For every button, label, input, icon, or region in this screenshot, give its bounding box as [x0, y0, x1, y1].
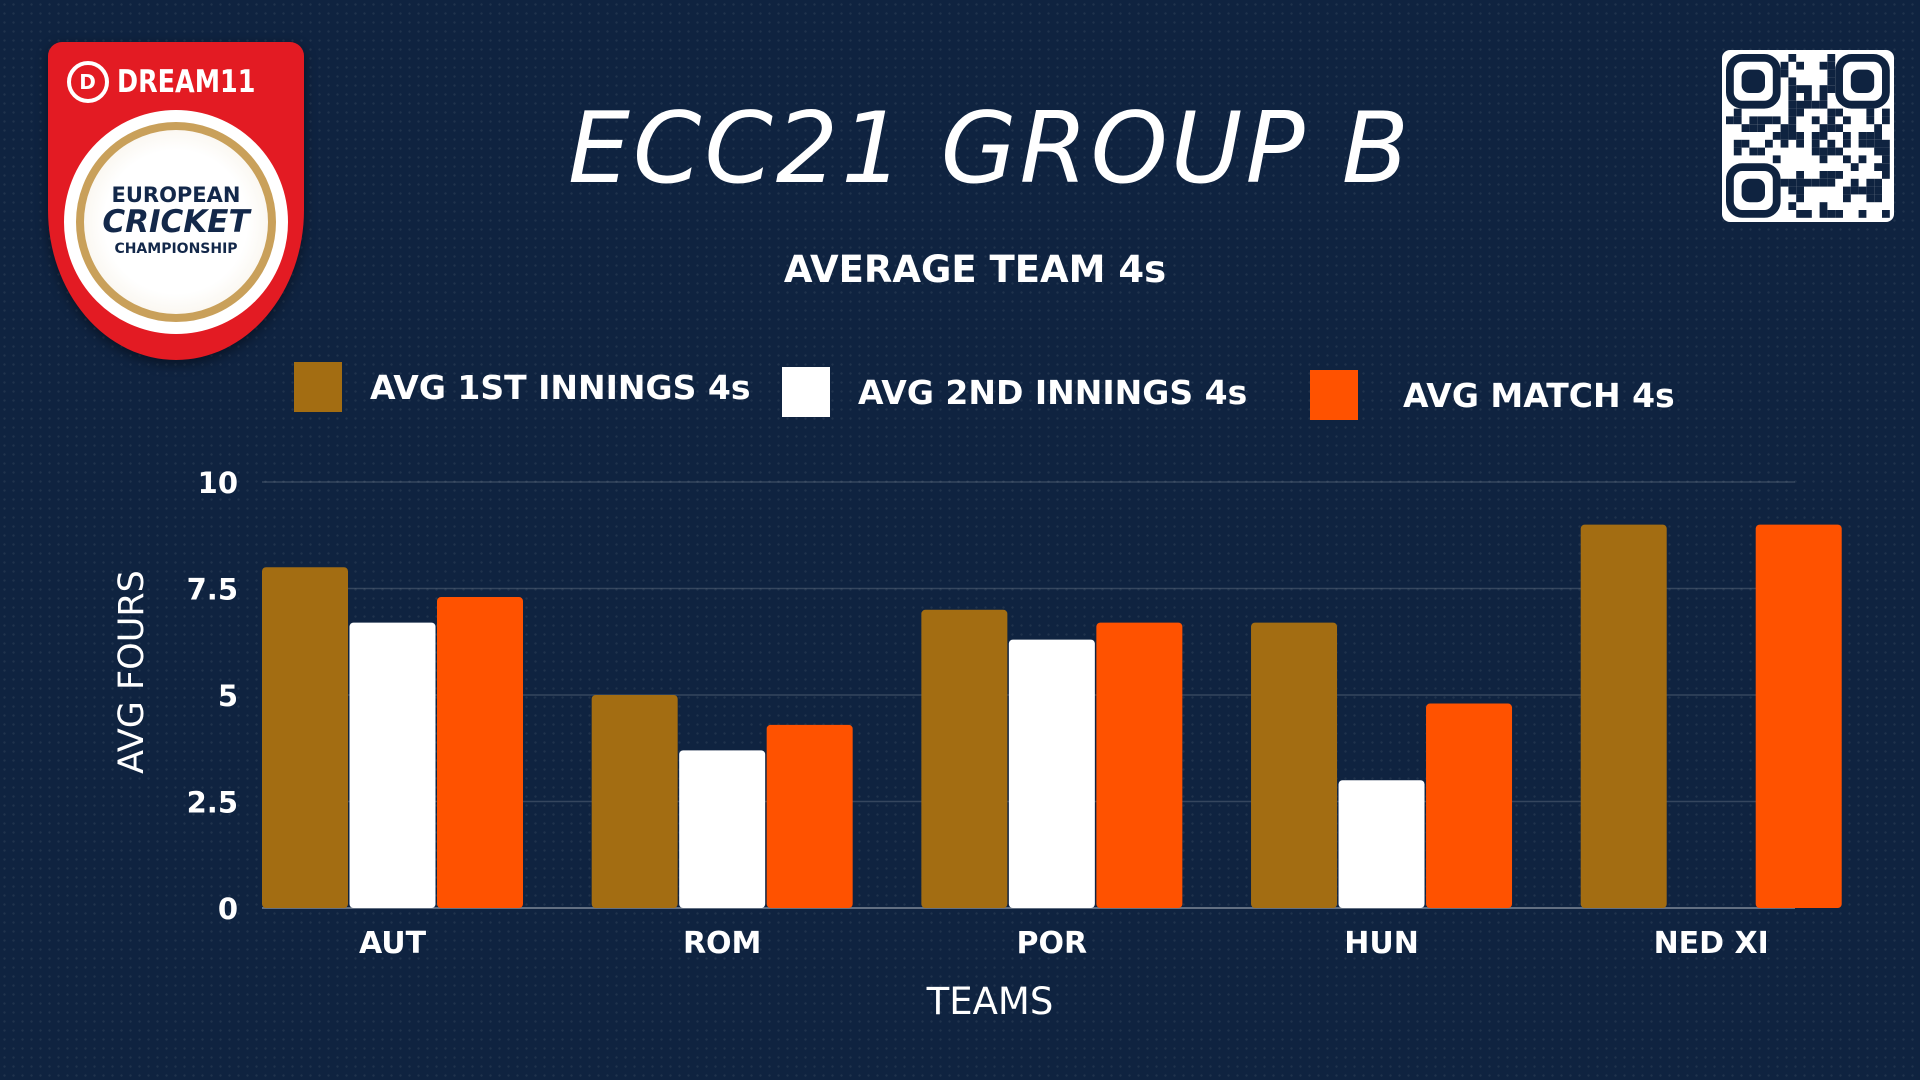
- bar-aut-series-2: [349, 622, 436, 908]
- bar-aut-series-3: [437, 597, 523, 908]
- bar-ned-xi-series-1: [1580, 524, 1667, 908]
- x-axis-label: TEAMS: [926, 980, 1054, 1023]
- bar-por-series-3: [1096, 622, 1183, 908]
- y-tick-label: 0: [218, 892, 238, 926]
- legend-item-match: AVG MATCH 4s: [1310, 370, 1675, 420]
- legend-label-match: AVG MATCH 4s: [1403, 375, 1675, 415]
- legend-label-1st-innings: AVG 1ST INNINGS 4s: [370, 367, 751, 407]
- y-tick-label: 10: [198, 466, 238, 500]
- legend-swatch-1st-innings: [294, 362, 342, 412]
- x-tick-label: HUN: [1344, 926, 1419, 961]
- brand-row: D DREAM11: [62, 58, 290, 106]
- bar-hun-series-2: [1338, 780, 1425, 908]
- brand-name: DREAM11: [116, 64, 255, 100]
- seal-line-1: EUROPEAN: [111, 183, 241, 207]
- bar-por-series-1: [921, 609, 1008, 908]
- seal-line-3: CHAMPIONSHIP: [114, 241, 238, 257]
- bar-hun-series-1: [1251, 622, 1338, 908]
- legend-item-1st-innings: AVG 1ST INNINGS 4s: [294, 362, 751, 412]
- bar-por-series-2: [1008, 639, 1095, 908]
- legend-swatch-2nd-innings: [782, 367, 830, 417]
- chart-title: AVERAGE TEAM 4s: [783, 248, 1167, 291]
- legend-label-2nd-innings: AVG 2ND INNINGS 4s: [858, 372, 1248, 412]
- bar-hun-series-3: [1426, 703, 1513, 908]
- qr-code-icon: [1722, 50, 1894, 222]
- x-tick-label: AUT: [359, 926, 427, 961]
- seal-line-2: CRICKET: [102, 204, 250, 240]
- bar-rom-series-1: [591, 695, 678, 908]
- x-tick-label: ROM: [683, 926, 761, 961]
- bars: [262, 524, 1842, 908]
- bar-ned-xi-series-3: [1755, 524, 1842, 908]
- bar-aut-series-1: [262, 567, 348, 908]
- x-tick-label: NED XI: [1654, 926, 1769, 961]
- x-tick-labels: AUT ROM POR HUN NED XI: [359, 926, 1769, 961]
- legend-item-2nd-innings: AVG 2ND INNINGS 4s: [782, 367, 1247, 417]
- dream11-mark-icon: D: [66, 61, 109, 103]
- page-title: ECC21 GROUP B: [567, 92, 1412, 206]
- bar-rom-series-2: [679, 750, 766, 908]
- x-tick-label: POR: [1017, 926, 1088, 961]
- legend-swatch-match: [1310, 370, 1358, 420]
- y-tick-label: 5: [218, 679, 238, 713]
- y-tick-label: 7.5: [187, 573, 238, 607]
- y-axis-label: AVG FOURS: [112, 570, 152, 774]
- y-tick-labels: 0 2.5 5 7.5 10: [187, 466, 238, 926]
- qr-code-graphic: [1726, 54, 1890, 218]
- championship-seal: EUROPEAN CRICKET CHAMPIONSHIP: [64, 110, 288, 334]
- bar-rom-series-3: [766, 724, 853, 908]
- dream11-ecc-logo: D DREAM11 EUROPEAN CRICKET CHAMPIONSHIP: [48, 42, 304, 360]
- cricket-ball-icon: EUROPEAN CRICKET CHAMPIONSHIP: [76, 122, 276, 322]
- y-tick-label: 2.5: [187, 786, 238, 820]
